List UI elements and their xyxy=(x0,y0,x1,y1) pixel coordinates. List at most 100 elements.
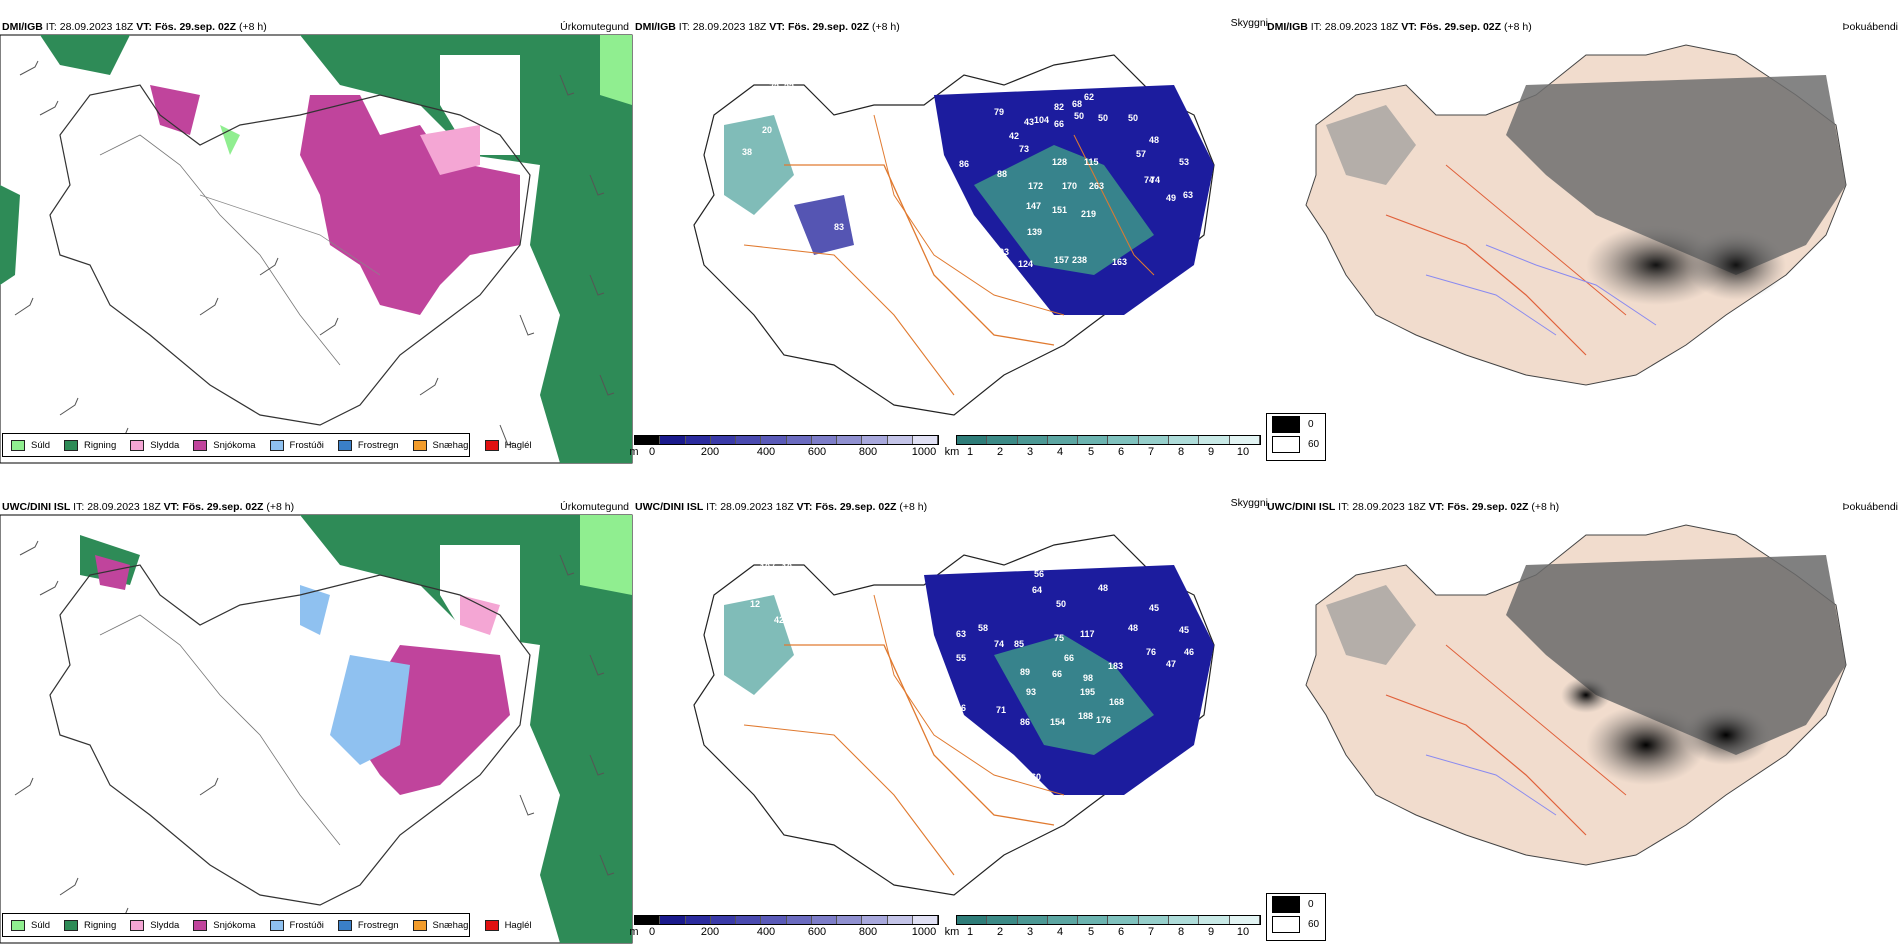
visibility-scale-bar xyxy=(956,435,1261,445)
scale-tick: 1 xyxy=(966,446,974,458)
legend-label: Haglél xyxy=(504,919,532,931)
it-label: IT: xyxy=(678,21,690,33)
map-value-label: 42 xyxy=(774,615,784,625)
legend-label: Rigning xyxy=(84,919,117,931)
map-value-label: 74 xyxy=(994,639,1004,649)
scale-tick: 600 xyxy=(807,446,827,458)
scale-cell xyxy=(1108,436,1139,444)
scale-tick: 4 xyxy=(1056,446,1064,458)
vt-value: Fös. 29.sep. 02Z xyxy=(1419,21,1502,33)
row2-fog-panel: UWC/DINI ISL IT: 28.09.2023 18Z VT: Fös.… xyxy=(1266,495,1900,945)
scale-cell xyxy=(1078,436,1109,444)
map-value-label: 163 xyxy=(1112,257,1127,267)
scale-cell xyxy=(862,916,888,924)
legend-item: Slydda xyxy=(130,919,179,931)
it-label: IT: xyxy=(73,501,85,513)
map-value-label: 55 xyxy=(956,653,966,663)
scale-cell xyxy=(685,436,711,444)
fog-legend-item: 60 xyxy=(1267,434,1325,454)
it-label: IT: xyxy=(706,501,718,513)
height-scale-bar xyxy=(634,915,939,925)
fog-map xyxy=(1305,44,1847,386)
scale-cell xyxy=(660,436,686,444)
scale-cell xyxy=(837,916,863,924)
map-value-label: 10 xyxy=(782,562,792,572)
legend-item: Frostregn xyxy=(337,439,399,451)
scale-cell xyxy=(1017,916,1048,924)
vt-value: Fös. 29.sep. 02Z xyxy=(815,501,897,513)
map-value-label: 139 xyxy=(1027,227,1042,237)
model-name: DMI/IGB xyxy=(2,21,43,33)
map-value-label: 43 xyxy=(1024,117,1034,127)
scale-tick: 800 xyxy=(858,926,878,938)
scale-cell xyxy=(1078,916,1109,924)
map-value-label: 260 xyxy=(1026,772,1041,782)
map-value-label: 107 xyxy=(760,562,775,572)
scale-tick: 200 xyxy=(700,926,720,938)
map-value-label: 49 xyxy=(1166,193,1176,203)
scale-cell xyxy=(912,436,938,444)
scale-tick: 7 xyxy=(1147,446,1155,458)
legend-label: Snæhagl xyxy=(432,439,471,451)
panel-title: Þokuábendi xyxy=(1842,501,1898,513)
row2-precip-panel: UWC/DINI ISL IT: 28.09.2023 18Z VT: Fös.… xyxy=(0,495,634,945)
height-scale-bar xyxy=(634,435,939,445)
fog-legend: 0 60 xyxy=(1266,893,1326,941)
fog-legend: 0 60 xyxy=(1266,413,1326,461)
scale-cell xyxy=(761,916,787,924)
map-value-label: 46 xyxy=(1184,647,1194,657)
legend-item: Súld xyxy=(11,919,51,931)
row2-fog-header: UWC/DINI ISL IT: 28.09.2023 18Z VT: Fös.… xyxy=(1267,501,1559,513)
map-value-label: 20 xyxy=(762,125,772,135)
map-value-label: 168 xyxy=(1109,697,1124,707)
map-value-label: 99 xyxy=(894,599,904,609)
map-value-label: 93 xyxy=(999,247,1009,257)
map-value-label: 128 xyxy=(1052,157,1067,167)
visibility-scale: km 1 2 3 4 5 6 7 8 9 10 xyxy=(945,435,1261,459)
map-value-label: 58 xyxy=(978,623,988,633)
map-value-label: 45 xyxy=(1149,603,1159,613)
map-value-label: 48 xyxy=(1149,135,1159,145)
scale-cell xyxy=(811,916,837,924)
scale-cell xyxy=(1169,436,1200,444)
scale-cell xyxy=(710,916,736,924)
legend-label: Frostúði xyxy=(289,439,324,451)
it-value: 28.09.2023 18Z xyxy=(87,501,161,513)
legend-item: Haglél xyxy=(484,439,532,451)
scale-cell xyxy=(736,916,762,924)
map-value-label: 56 xyxy=(1034,569,1044,579)
map-value-label: 93 xyxy=(1026,687,1036,697)
fog-legend-item: 60 xyxy=(1267,914,1325,934)
scale-tick: 9 xyxy=(1207,446,1215,458)
height-scale: m 0 200 400 600 800 1000 xyxy=(629,915,939,939)
map-value-label: 63 xyxy=(956,629,966,639)
vt-value: Fös. 29.sep. 02Z xyxy=(1447,501,1529,513)
scale-cell xyxy=(1138,436,1170,444)
map-value-label: 57 xyxy=(1136,149,1146,159)
map-value-label: 124 xyxy=(1018,259,1033,269)
it-label: IT: xyxy=(1338,501,1350,513)
scale-cell xyxy=(786,436,812,444)
scale-tick: 6 xyxy=(1117,446,1125,458)
cloud-map: 72 23 20 38 83 79 43 82 62 50 42 104 66 … xyxy=(693,54,1215,416)
map-value-label: 63 xyxy=(1183,190,1193,200)
legend-item: Snjókoma xyxy=(193,439,256,451)
map-value-label: 219 xyxy=(1081,209,1096,219)
lead-time: (+8 h) xyxy=(1503,21,1532,33)
map-value-label: 50 xyxy=(1128,113,1138,123)
scale-cell xyxy=(1199,436,1230,444)
map-value-label: 23 xyxy=(784,82,794,92)
map-value-label: 154 xyxy=(1050,717,1065,727)
map-value-label: 88 xyxy=(962,237,972,247)
scale-tick: 1 xyxy=(966,926,974,938)
vt-value: Fös. 29.sep. 02Z xyxy=(182,501,264,513)
model-name: DMI/IGB xyxy=(1267,21,1308,33)
lead-time: (+8 h) xyxy=(871,21,900,33)
row1-precip-header: DMI/IGB IT: 28.09.2023 18Z VT: Fös. 29.s… xyxy=(2,21,267,33)
vt-label: VT: xyxy=(136,21,153,33)
model-name: UWC/DINI ISL xyxy=(2,501,71,513)
legend-label: Súld xyxy=(31,919,51,931)
scale-unit: m xyxy=(629,926,639,938)
map-value-label: 42 xyxy=(1009,131,1019,141)
legend-label: Slydda xyxy=(150,439,180,451)
